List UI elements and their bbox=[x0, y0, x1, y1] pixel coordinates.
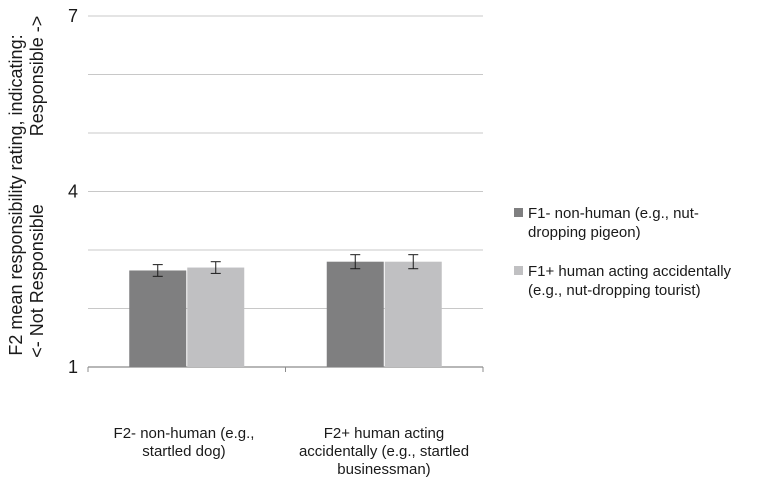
bar bbox=[187, 267, 245, 367]
y-axis-title-line-1: F2 mean responsibility rating, indicatin… bbox=[6, 34, 26, 355]
category-label-human-accidental: F2+ human acting accidentally (e.g., sta… bbox=[298, 425, 470, 478]
y-tick-label: 4 bbox=[68, 182, 78, 202]
bar bbox=[326, 261, 384, 367]
y-tick-labels: 1 4 7 bbox=[68, 6, 78, 377]
error-bars bbox=[152, 254, 419, 277]
y-tick-label: 1 bbox=[68, 357, 78, 377]
category-label-non-human: F2- non-human (e.g., startled dog) bbox=[113, 425, 255, 460]
y-tick-label: 7 bbox=[68, 6, 78, 26]
y-axis-title-line-3: Responsible -> bbox=[27, 16, 47, 137]
legend: F1- non-human (e.g., nut- dropping pigeo… bbox=[514, 204, 767, 320]
bar bbox=[129, 270, 187, 367]
bar bbox=[384, 261, 442, 367]
bars bbox=[129, 261, 442, 367]
legend-item-f1-plus: F1+ human acting accidentally (e.g., nut… bbox=[514, 262, 767, 300]
legend-item-f1-minus: F1- non-human (e.g., nut- dropping pigeo… bbox=[514, 204, 767, 242]
legend-swatch-f1-plus bbox=[514, 266, 523, 275]
y-axis-title-line-2: <- Not Responsible bbox=[27, 204, 47, 358]
legend-swatch-f1-minus bbox=[514, 208, 523, 217]
